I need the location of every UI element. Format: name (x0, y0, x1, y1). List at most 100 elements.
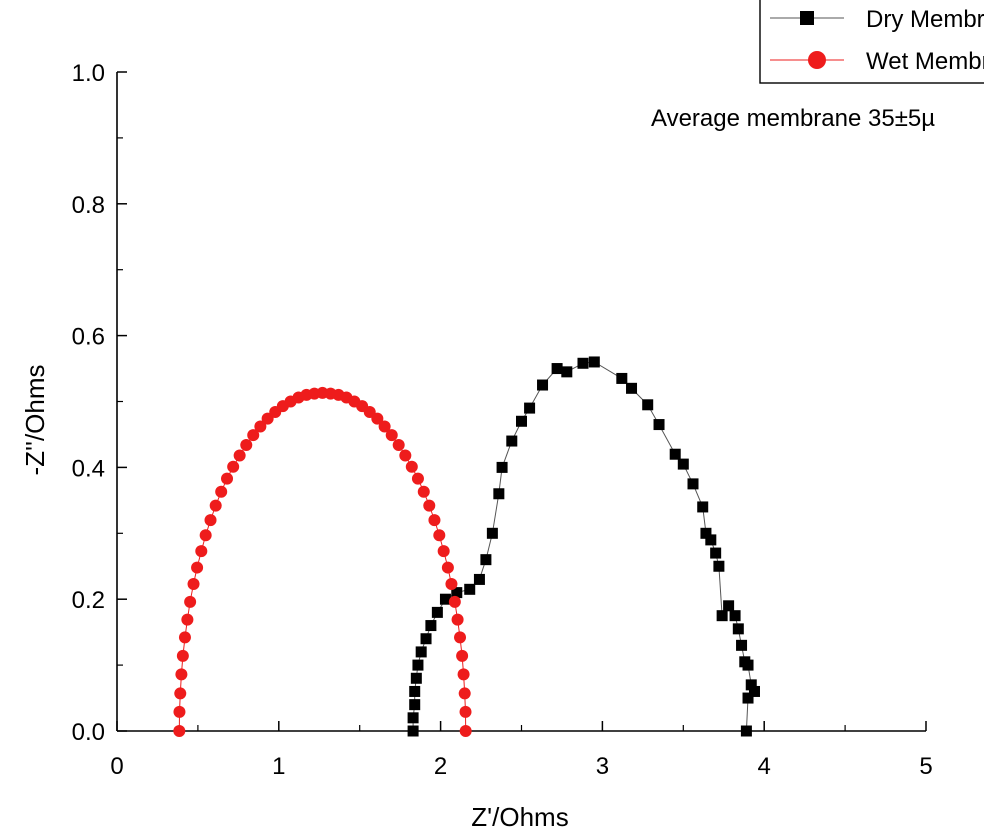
data-point-wet (176, 649, 189, 662)
data-point-dry (577, 357, 589, 369)
data-point-dry (669, 448, 681, 460)
y-axis-label: -Z''/Ohms (20, 364, 50, 475)
y-tick-label: 0.6 (72, 324, 105, 351)
data-point-wet (204, 514, 217, 527)
data-point-dry (551, 363, 563, 375)
legend-item-wet: Wet Membrane (770, 48, 984, 75)
data-point-wet (181, 613, 194, 626)
data-point-dry (451, 587, 463, 599)
data-point-wet (459, 725, 472, 737)
data-point-dry (480, 554, 492, 566)
data-point-dry (742, 659, 754, 671)
data-point-dry (687, 478, 699, 490)
x-tick-label: 3 (596, 753, 609, 780)
series-markers (173, 356, 760, 737)
data-point-wet (233, 449, 246, 462)
data-point-wet (173, 725, 186, 737)
data-point-dry (412, 659, 424, 671)
legend-label-wet: Wet Membrane (866, 48, 984, 75)
data-point-wet (247, 429, 260, 442)
data-point-dry (736, 639, 748, 651)
data-point-dry (732, 623, 744, 635)
x-tick-label: 5 (919, 753, 932, 780)
x-tick-label: 2 (434, 753, 447, 780)
data-point-dry (407, 725, 419, 737)
data-point-dry (723, 600, 735, 612)
data-point-wet (195, 545, 208, 558)
data-point-wet (227, 460, 240, 473)
data-point-wet (448, 595, 461, 608)
legend-marker-dry (800, 11, 814, 25)
data-point-wet (378, 420, 391, 433)
data-point-wet (428, 514, 441, 527)
data-point-dry (561, 366, 573, 378)
data-point-dry (524, 402, 536, 414)
legend-box (759, 0, 984, 84)
data-point-wet (417, 485, 430, 498)
data-point-dry (740, 725, 752, 737)
data-point-wet (433, 529, 446, 542)
data-point-wet (221, 472, 234, 485)
chart-annotation: Average membrane 35±5µ (651, 105, 935, 132)
data-point-wet (458, 687, 471, 700)
data-point-dry (407, 712, 419, 724)
data-point-dry (464, 583, 476, 595)
data-point-dry (748, 685, 760, 697)
data-point-dry (710, 547, 722, 559)
data-point-dry (409, 699, 421, 711)
data-point-dry (716, 610, 728, 622)
series-line-wet (178, 392, 467, 732)
data-point-dry (642, 399, 654, 411)
data-point-wet (174, 687, 187, 700)
data-point-wet (173, 705, 186, 718)
x-tick-label: 4 (758, 753, 771, 780)
x-tick-label: 1 (272, 753, 285, 780)
data-point-dry (410, 672, 422, 684)
data-point-dry (729, 610, 741, 622)
data-point-dry (616, 372, 628, 384)
data-point-dry (415, 646, 427, 658)
y-tick-label: 0.8 (72, 192, 105, 219)
legend-marker-wet (808, 51, 826, 69)
data-point-dry (420, 633, 432, 645)
data-point-dry (626, 382, 638, 394)
data-point-wet (445, 578, 458, 591)
data-point-dry (697, 501, 709, 513)
x-axis-label: Z'/Ohms (471, 802, 568, 832)
tick-labels: 0 1 2 3 4 5 0.0 0.2 0.4 0.6 0.8 1.0 (72, 60, 933, 780)
data-point-wet (385, 429, 398, 442)
y-tick-label: 0.4 (72, 455, 105, 482)
data-point-wet (437, 545, 450, 558)
data-point-dry (496, 461, 508, 473)
data-point-dry (588, 356, 600, 368)
data-point-wet (199, 529, 212, 542)
data-point-dry (486, 527, 498, 539)
data-point-wet (184, 595, 197, 608)
data-point-wet (454, 631, 467, 644)
axes (116, 72, 926, 732)
data-point-dry (425, 620, 437, 632)
data-point-wet (423, 499, 436, 512)
data-point-dry (705, 534, 717, 546)
data-point-wet (209, 499, 222, 512)
data-point-dry (431, 606, 443, 618)
data-point-wet (392, 438, 405, 451)
legend-label-dry: Dry Membrane (866, 6, 984, 33)
data-point-dry (516, 415, 527, 427)
ticks (116, 71, 927, 732)
x-tick-label: 0 (110, 753, 123, 780)
legend: Dry Membrane Wet Membrane (759, 0, 984, 84)
data-point-wet (187, 578, 200, 591)
data-point-wet (405, 460, 418, 473)
data-point-wet (411, 472, 424, 485)
data-point-wet (371, 412, 384, 425)
data-point-dry (506, 435, 518, 447)
data-point-wet (459, 705, 472, 718)
data-point-wet (451, 613, 464, 626)
data-point-dry (439, 593, 451, 605)
data-point-dry (700, 527, 712, 539)
data-point-wet (441, 561, 454, 574)
y-tick-label: 0.0 (72, 719, 105, 746)
data-point-dry (537, 379, 549, 391)
